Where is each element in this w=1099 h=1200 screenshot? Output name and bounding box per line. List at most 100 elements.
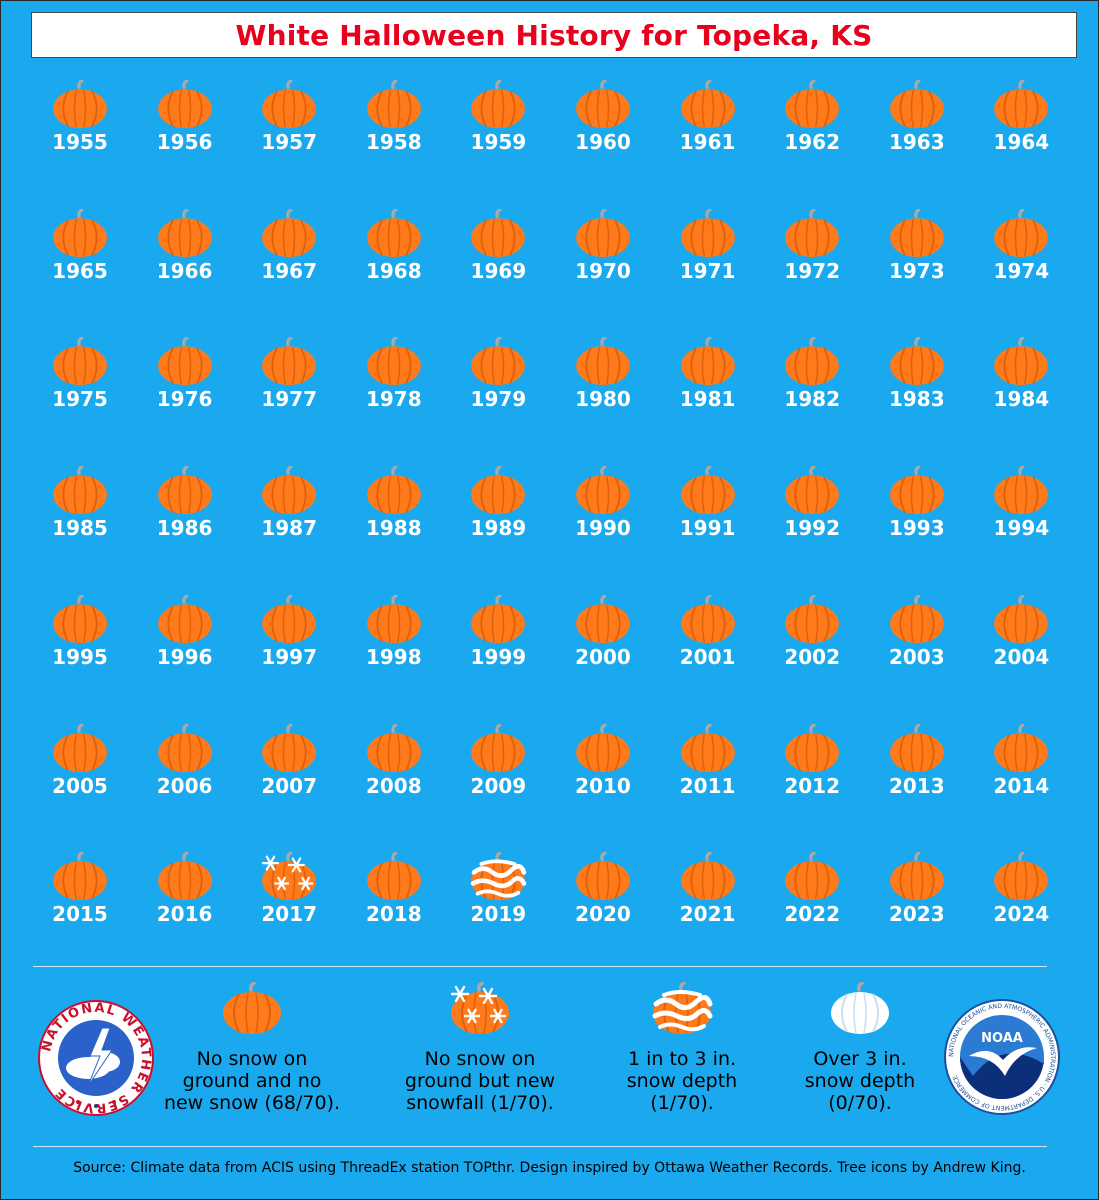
year-label: 1979 [470,387,527,412]
year-cell-2015: 2015 [28,852,132,952]
year-label: 1965 [52,258,108,283]
year-label: 2000 [575,644,631,669]
pumpkin-icon [53,208,107,257]
year-label: 1974 [993,258,1050,283]
year-label: 2014 [993,773,1050,798]
year-label: 2021 [679,902,736,927]
year-cell-1966: 1966 [133,208,237,309]
year-label: 1969 [470,258,527,283]
year-cell-1987: 1987 [237,466,341,566]
pumpkin-icon [785,208,840,257]
pumpkin-icon [366,852,421,901]
year-cell-1980: 1980 [551,337,655,437]
year-cell-1960: 1960 [551,80,655,180]
pumpkin-icon [366,466,421,515]
pumpkin-icon [576,723,630,772]
year-cell-1975: 1975 [28,337,132,437]
year-cell-1968: 1968 [342,208,446,309]
year-cell-1972: 1972 [760,208,864,309]
year-label: 1967 [261,258,318,283]
year-label: 2015 [52,902,108,927]
year-label: 1961 [679,130,736,154]
year-label: 1959 [470,130,527,154]
pumpkin-icon [366,723,421,772]
year-cell-2019: 2019 [446,852,550,952]
year-cell-2022: 2022 [760,852,864,952]
pumpkin-icon [262,80,317,129]
year-cell-1989: 1989 [446,466,550,566]
pumpkin-icon [262,208,317,257]
pumpkin-icon [889,852,944,901]
year-label: 2001 [679,644,736,669]
pumpkin-icon [53,852,107,901]
pumpkin-icon [157,337,212,386]
year-cell-1965: 1965 [28,208,132,309]
year-label: 1962 [784,130,841,154]
pumpkin-icon [889,466,944,515]
pumpkin-icon [53,594,107,643]
pumpkin-icon [366,208,421,257]
pumpkin-icon [889,337,944,386]
year-cell-2023: 2023 [865,852,969,952]
pumpkin-icon [576,466,630,515]
year-cell-1991: 1991 [656,466,760,566]
pumpkin-icon [366,80,421,129]
year-cell-2002: 2002 [760,594,864,695]
year-cell-2021: 2021 [656,852,760,952]
year-label: 1963 [888,130,945,154]
year-cell-1974: 1974 [969,208,1073,309]
year-cell-2020: 2020 [551,852,655,952]
year-label: 2008 [365,773,422,798]
year-cell-2013: 2013 [865,723,969,824]
year-label: 1973 [888,258,945,283]
pumpkin-icon [157,594,212,643]
year-label: 1960 [575,130,631,154]
year-cell-1988: 1988 [342,466,446,566]
year-cell-1964: 1964 [969,80,1073,180]
legend-pumpkin-icon [450,982,509,1034]
year-cell-1986: 1986 [133,466,237,566]
year-cell-1999: 1999 [446,594,550,695]
year-cell-2000: 2000 [551,594,655,695]
pumpkin-icon [576,594,630,643]
pumpkin-icon [576,80,630,129]
year-label: 2017 [261,902,318,927]
pumpkin-icon [262,466,317,515]
pumpkin-icon [157,80,212,129]
year-label: 2003 [888,644,945,669]
year-label: 1955 [52,130,108,154]
year-label: 1981 [679,387,736,412]
year-cell-2004: 2004 [969,594,1073,695]
year-cell-1992: 1992 [760,466,864,566]
pumpkin-icon [53,337,107,386]
nws-logo: NATIONAL WEATHER SERVICE [38,1000,154,1116]
year-cell-1997: 1997 [237,594,341,695]
year-label: 2020 [575,902,631,927]
legend-item-none: No snow on ground and no new snow (68/70). [152,982,352,1114]
pumpkin-icon [785,852,840,901]
pumpkin-icon [471,337,526,386]
year-label: 1964 [993,130,1050,154]
legend-item-snowfall: No snow on ground but new snowfall (1/70). [380,982,580,1114]
pumpkin-icon [576,208,630,257]
year-label: 1976 [156,387,213,412]
year-cell-2007: 2007 [237,723,341,824]
pumpkin-icon [680,80,735,129]
year-label: 2012 [784,773,841,798]
legend-pumpkin-icon [831,982,889,1034]
divider-top [33,966,1047,967]
year-label: 1957 [261,130,318,154]
legend-label: No snow on ground and no new snow (68/70). [163,1048,341,1114]
year-cell-1961: 1961 [656,80,760,180]
year-label: 1988 [365,516,422,541]
year-cell-1983: 1983 [865,337,969,437]
year-cell-1970: 1970 [551,208,655,309]
year-label: 2024 [993,902,1050,927]
pumpkin-icon [471,852,527,901]
year-cell-1995: 1995 [28,594,132,695]
legend-label: 1 in to 3 in. snow depth (1/70). [626,1048,738,1114]
year-cell-1963: 1963 [865,80,969,180]
year-label: 2019 [470,902,527,927]
year-cell-2014: 2014 [969,723,1073,824]
year-label: 2002 [784,644,841,669]
